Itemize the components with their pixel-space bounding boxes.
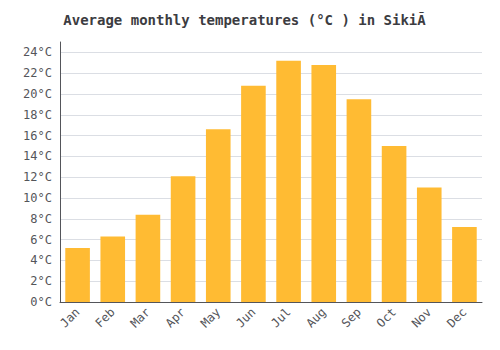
svg-text:Oct: Oct	[374, 305, 399, 330]
svg-text:Dec: Dec	[444, 305, 469, 330]
svg-text:4°C: 4°C	[30, 253, 52, 267]
svg-text:6°C: 6°C	[30, 233, 52, 247]
svg-text:16°C: 16°C	[23, 129, 52, 143]
svg-text:20°C: 20°C	[23, 87, 52, 101]
svg-text:Jan: Jan	[57, 305, 82, 330]
svg-text:Apr: Apr	[163, 305, 188, 330]
svg-text:10°C: 10°C	[23, 191, 52, 205]
svg-text:Average monthly temperatures (: Average monthly temperatures (°C ) in Si…	[63, 12, 436, 28]
svg-text:May: May	[198, 305, 223, 330]
svg-text:Nov: Nov	[409, 305, 434, 330]
svg-text:0°C: 0°C	[30, 295, 52, 309]
svg-text:24°C: 24°C	[23, 45, 52, 59]
svg-text:18°C: 18°C	[23, 108, 52, 122]
svg-text:Jul: Jul	[268, 305, 293, 330]
svg-text:12°C: 12°C	[23, 170, 52, 184]
svg-text:Mar: Mar	[128, 305, 153, 330]
svg-text:22°C: 22°C	[23, 66, 52, 80]
svg-text:2°C: 2°C	[30, 274, 52, 288]
svg-text:Aug: Aug	[303, 305, 328, 330]
svg-text:Jun: Jun	[233, 305, 258, 330]
svg-text:Feb: Feb	[92, 305, 117, 330]
svg-text:14°C: 14°C	[23, 149, 52, 163]
svg-text:Sep: Sep	[339, 305, 364, 330]
svg-text:8°C: 8°C	[30, 212, 52, 226]
